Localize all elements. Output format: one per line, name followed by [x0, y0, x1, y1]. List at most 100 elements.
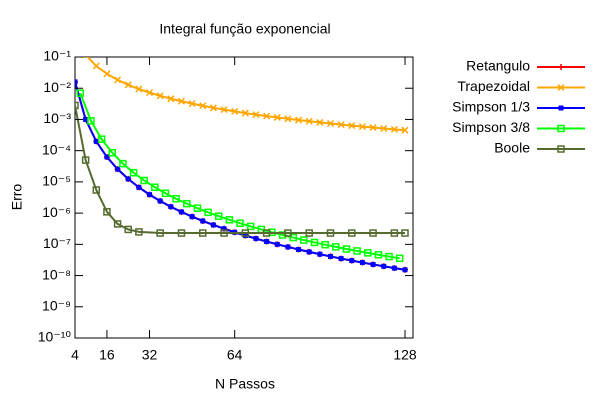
point	[370, 261, 376, 267]
x-tick-label: 64	[227, 347, 243, 363]
point	[156, 229, 164, 237]
y-tick-label: 10⁻³	[43, 110, 71, 126]
point	[140, 176, 148, 185]
point	[177, 229, 186, 237]
point	[401, 229, 409, 237]
point	[183, 199, 191, 208]
point	[274, 241, 280, 247]
point	[305, 117, 313, 125]
legend-marker	[557, 145, 565, 153]
point	[337, 121, 345, 129]
x-tick-label: 32	[142, 347, 158, 363]
point	[198, 229, 207, 237]
point	[391, 265, 397, 271]
y-tick-label: 10⁻⁶	[42, 204, 71, 220]
point	[193, 204, 202, 212]
point	[97, 135, 106, 143]
point	[353, 247, 361, 255]
y-tick-label: 10⁻¹	[43, 48, 71, 64]
point	[225, 216, 234, 224]
x-tick-label: 16	[99, 347, 115, 363]
point	[284, 115, 292, 123]
legend-marker	[557, 124, 565, 133]
point	[310, 238, 319, 247]
point	[321, 240, 329, 249]
point	[349, 258, 355, 264]
x-axis-label: N Passos	[215, 376, 275, 392]
point	[246, 222, 255, 231]
point	[204, 208, 212, 217]
legend-label: Retangulo	[466, 58, 530, 74]
point	[364, 249, 372, 257]
point	[220, 229, 228, 237]
point	[113, 220, 122, 228]
point	[135, 85, 143, 93]
point	[104, 154, 110, 160]
y-tick-label: 10⁻⁹	[42, 297, 71, 313]
point	[210, 222, 216, 228]
point	[284, 229, 292, 237]
point	[200, 218, 206, 224]
x-tick-label: 128	[393, 347, 417, 363]
point	[380, 124, 388, 132]
point	[81, 156, 90, 164]
point	[306, 249, 312, 255]
point	[178, 209, 184, 215]
point	[124, 81, 132, 89]
point	[316, 118, 324, 126]
point	[369, 229, 377, 237]
point	[285, 244, 291, 250]
point	[177, 97, 185, 105]
point	[300, 236, 308, 244]
point	[369, 124, 377, 132]
point	[296, 247, 302, 253]
point	[136, 184, 142, 190]
point	[317, 251, 323, 257]
plot-area	[75, 57, 409, 273]
y-tick-label: 10⁻⁴	[42, 141, 71, 157]
point	[220, 106, 228, 114]
point	[395, 254, 404, 263]
point	[156, 92, 164, 100]
plot-border	[74, 56, 414, 339]
point	[390, 229, 399, 237]
point	[295, 116, 303, 124]
series-line	[86, 57, 406, 132]
point	[161, 189, 170, 198]
point	[289, 233, 297, 242]
point	[263, 112, 271, 120]
point	[390, 125, 398, 133]
point	[135, 228, 143, 236]
point	[236, 219, 244, 227]
point	[172, 194, 180, 203]
point	[241, 109, 249, 117]
legend-label: Simpson 3/8	[452, 119, 530, 135]
point	[221, 226, 227, 232]
legend-label: Simpson 1/3	[452, 99, 530, 115]
point	[327, 253, 333, 259]
point	[326, 119, 335, 128]
point	[241, 229, 250, 237]
point	[92, 62, 100, 70]
point	[75, 101, 79, 110]
point	[342, 245, 351, 253]
point	[264, 239, 270, 245]
point	[253, 236, 259, 242]
chart-title: Integral função exponencial	[159, 21, 330, 37]
y-tick-label: 10⁻²	[43, 79, 71, 95]
legend-marker	[558, 105, 564, 111]
point	[338, 256, 344, 262]
y-tick-label: 10⁻⁸	[42, 266, 71, 282]
point	[75, 79, 78, 85]
point	[114, 76, 122, 84]
point	[93, 138, 99, 144]
point	[145, 89, 154, 97]
point	[358, 123, 366, 131]
point	[402, 267, 408, 273]
point	[103, 70, 111, 78]
point	[87, 117, 95, 125]
point	[167, 95, 175, 103]
legend-marker	[557, 83, 565, 92]
point	[359, 260, 365, 266]
